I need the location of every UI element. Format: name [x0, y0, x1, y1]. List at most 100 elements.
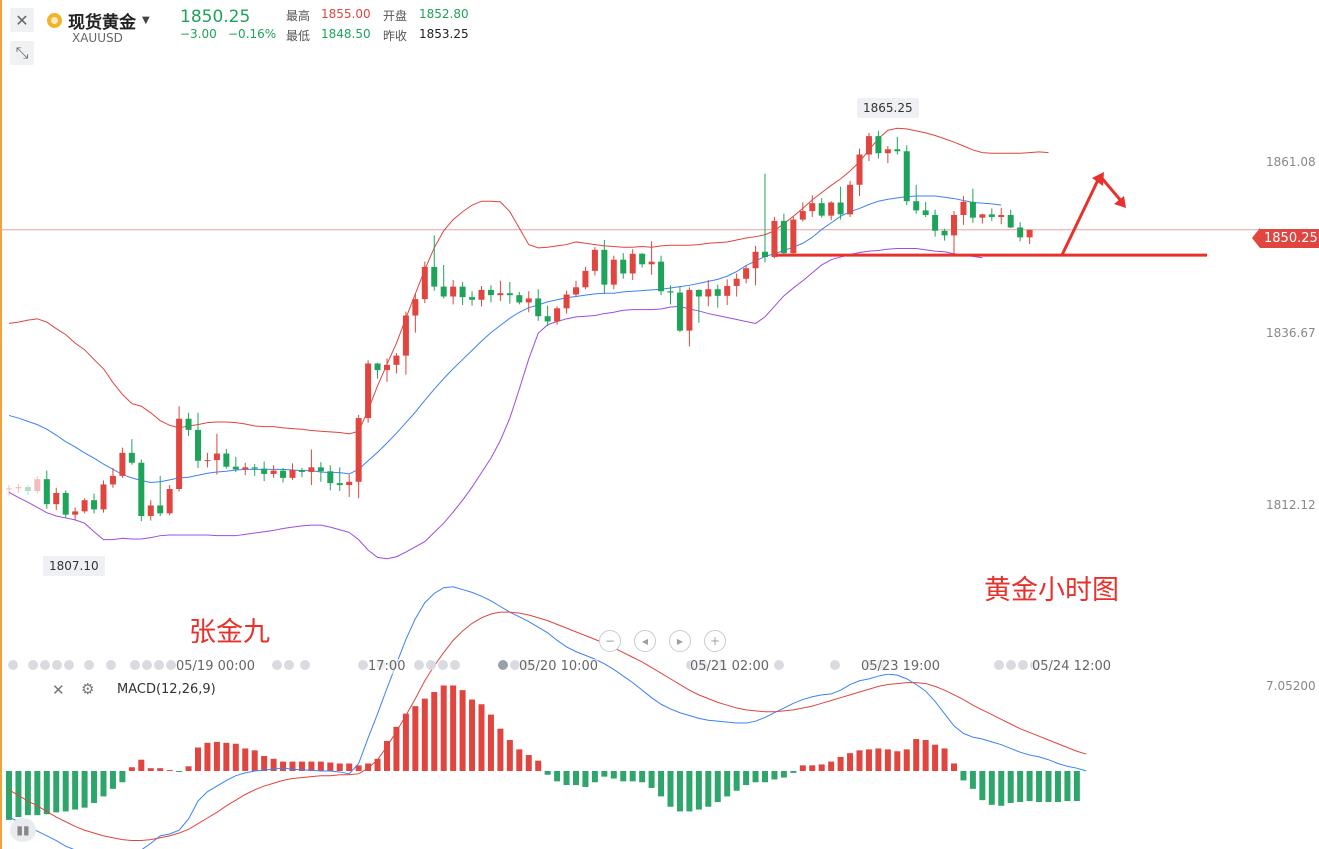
candle[interactable]	[506, 282, 513, 304]
candle[interactable]	[232, 456, 239, 472]
collapse-arrows-icon[interactable]: ⤡	[10, 41, 34, 65]
candle[interactable]	[412, 293, 419, 333]
candle[interactable]	[847, 180, 854, 217]
candle[interactable]	[393, 353, 400, 374]
candle[interactable]	[24, 485, 31, 495]
candle[interactable]	[440, 264, 447, 299]
candle[interactable]	[875, 130, 882, 159]
candle[interactable]	[34, 476, 41, 494]
candle[interactable]	[724, 279, 731, 306]
zoom-in-button[interactable]: +	[704, 630, 726, 652]
candle[interactable]	[743, 264, 750, 284]
scroll-forward-button[interactable]: ▶	[669, 630, 691, 652]
candle[interactable]	[951, 211, 957, 256]
candle[interactable]	[119, 447, 126, 478]
candle[interactable]	[100, 480, 107, 513]
candle[interactable]	[648, 241, 655, 275]
candle[interactable]	[686, 287, 693, 347]
candle[interactable]	[459, 282, 466, 306]
candle[interactable]	[837, 186, 844, 220]
candle[interactable]	[544, 305, 551, 327]
close-icon[interactable]: ✕	[52, 681, 65, 699]
candle[interactable]	[469, 291, 476, 306]
candle[interactable]	[185, 412, 192, 436]
candle[interactable]	[676, 286, 683, 332]
candle[interactable]	[960, 195, 967, 225]
candle[interactable]	[658, 255, 665, 296]
settings-icon[interactable]: ⚙	[81, 680, 95, 698]
candle[interactable]	[384, 358, 390, 382]
candle[interactable]	[525, 291, 532, 313]
candle[interactable]	[402, 311, 409, 375]
candle[interactable]	[91, 493, 98, 514]
candle[interactable]	[270, 465, 277, 478]
candle[interactable]	[752, 245, 759, 286]
candle[interactable]	[421, 261, 428, 304]
candle[interactable]	[157, 475, 164, 516]
candle[interactable]	[346, 474, 353, 497]
candle[interactable]	[355, 414, 362, 499]
candle[interactable]	[176, 406, 183, 492]
candle[interactable]	[667, 285, 674, 305]
candle[interactable]	[204, 452, 211, 468]
candle[interactable]	[43, 470, 50, 509]
candle[interactable]	[195, 412, 201, 468]
candle[interactable]	[261, 461, 268, 482]
candle[interactable]	[922, 201, 929, 217]
candle[interactable]	[894, 136, 901, 155]
candle[interactable]	[317, 462, 324, 482]
candle[interactable]	[903, 145, 910, 206]
candle[interactable]	[242, 462, 249, 476]
volume-bars-icon[interactable]: ▮▮	[10, 818, 36, 842]
event-markers[interactable]	[830, 660, 840, 670]
event-markers[interactable]	[28, 660, 74, 670]
candle[interactable]	[969, 188, 976, 223]
candle[interactable]	[213, 433, 220, 475]
candle[interactable]	[478, 285, 485, 307]
candle[interactable]	[979, 213, 986, 224]
event-markers[interactable]	[358, 660, 368, 670]
candle[interactable]	[365, 360, 372, 423]
candle[interactable]	[374, 362, 381, 379]
symbol-selector[interactable]: 现货黄金 ▼	[47, 8, 150, 33]
candle[interactable]	[308, 449, 315, 486]
candle[interactable]	[629, 249, 636, 281]
candle[interactable]	[1007, 209, 1014, 229]
candle[interactable]	[6, 485, 12, 496]
candle[interactable]	[138, 459, 145, 522]
candle[interactable]	[450, 280, 457, 305]
candle[interactable]	[535, 289, 542, 321]
candle[interactable]	[591, 247, 598, 276]
candle[interactable]	[998, 207, 1005, 225]
candle[interactable]	[828, 201, 835, 221]
candle[interactable]	[431, 235, 438, 291]
zoom-out-button[interactable]: −	[599, 630, 621, 652]
candle[interactable]	[563, 290, 570, 314]
event-markers[interactable]	[106, 660, 116, 670]
candle[interactable]	[487, 285, 494, 303]
caret-down-icon[interactable]: ▼	[142, 15, 150, 26]
candle[interactable]	[516, 291, 523, 305]
candle[interactable]	[639, 253, 646, 268]
candle[interactable]	[733, 273, 740, 297]
candle[interactable]	[913, 184, 920, 214]
candle[interactable]	[298, 468, 305, 478]
candle[interactable]	[280, 468, 287, 483]
candle[interactable]	[809, 195, 816, 217]
event-markers[interactable]	[300, 660, 310, 670]
candle[interactable]	[695, 289, 702, 323]
candle[interactable]	[147, 500, 154, 521]
candle[interactable]	[128, 439, 135, 465]
candle[interactable]	[941, 228, 948, 241]
candle[interactable]	[62, 490, 69, 518]
candle[interactable]	[762, 173, 768, 263]
candle[interactable]	[705, 280, 712, 307]
event-markers[interactable]	[272, 660, 294, 670]
candle[interactable]	[865, 132, 872, 162]
candle[interactable]	[856, 148, 863, 196]
candle[interactable]	[601, 239, 608, 294]
candle[interactable]	[327, 465, 334, 491]
candle[interactable]	[780, 213, 787, 255]
candle[interactable]	[109, 468, 116, 488]
candle[interactable]	[573, 280, 579, 298]
